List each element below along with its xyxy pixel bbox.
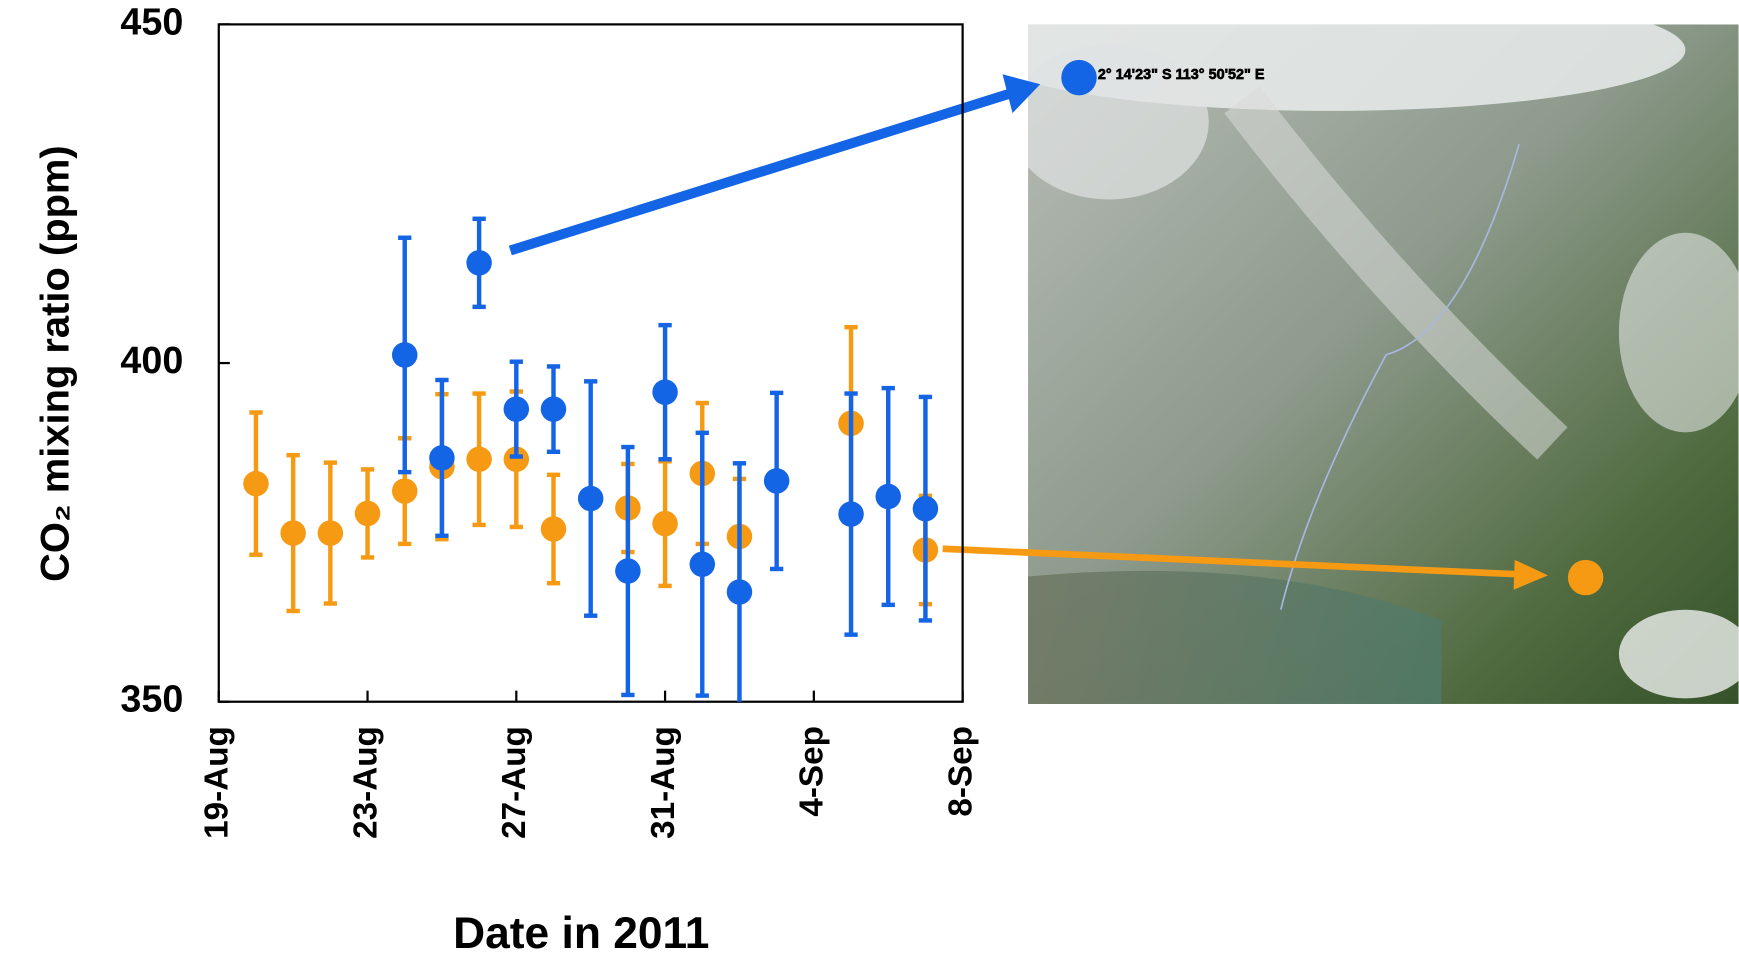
location-marker	[1567, 559, 1604, 596]
x-tick-label: 4-Sep	[794, 726, 831, 817]
data-point	[726, 579, 753, 605]
data-point	[689, 551, 716, 577]
data-point	[280, 520, 306, 546]
data-point	[540, 516, 567, 542]
x-tick-label: 31-Aug	[645, 726, 682, 839]
data-point	[429, 445, 455, 471]
data-point	[540, 396, 567, 422]
data-point	[652, 510, 678, 537]
data-point	[317, 520, 344, 546]
data-point	[503, 396, 530, 422]
arrow	[942, 545, 1518, 578]
data-point	[875, 483, 901, 510]
data-point	[615, 558, 641, 584]
y-tick-label: 400	[120, 339, 183, 381]
x-tick-label: 8-Sep	[942, 726, 979, 817]
arrow	[508, 88, 1013, 256]
data-point	[466, 446, 492, 472]
data-point	[652, 379, 678, 405]
x-axis-label: Date in 2011	[453, 909, 709, 958]
data-point	[391, 478, 418, 504]
arrow-head	[1513, 559, 1548, 590]
y-tick-label: 350	[120, 678, 183, 720]
data-point	[466, 250, 492, 276]
location-marker	[1061, 59, 1097, 96]
data-point	[912, 495, 939, 522]
x-tick-label: 23-Aug	[347, 726, 384, 839]
x-tick-label: 19-Aug	[199, 726, 236, 839]
y-tick-label: 450	[120, 0, 183, 42]
coordinate-annotation: 2° 14'23" S 113° 50'52" E	[1098, 67, 1265, 83]
y-axis-label: CO₂ mixing ratio (ppm)	[34, 145, 78, 582]
data-point	[503, 446, 530, 472]
data-point	[354, 500, 381, 527]
data-point	[838, 501, 864, 527]
x-tick-label: 27-Aug	[496, 726, 533, 839]
satellite-image	[1028, 24, 1739, 704]
data-point	[243, 470, 269, 497]
data-point	[577, 485, 604, 512]
data-point	[763, 468, 790, 494]
data-point	[391, 342, 418, 368]
arrow-head	[1002, 74, 1041, 114]
